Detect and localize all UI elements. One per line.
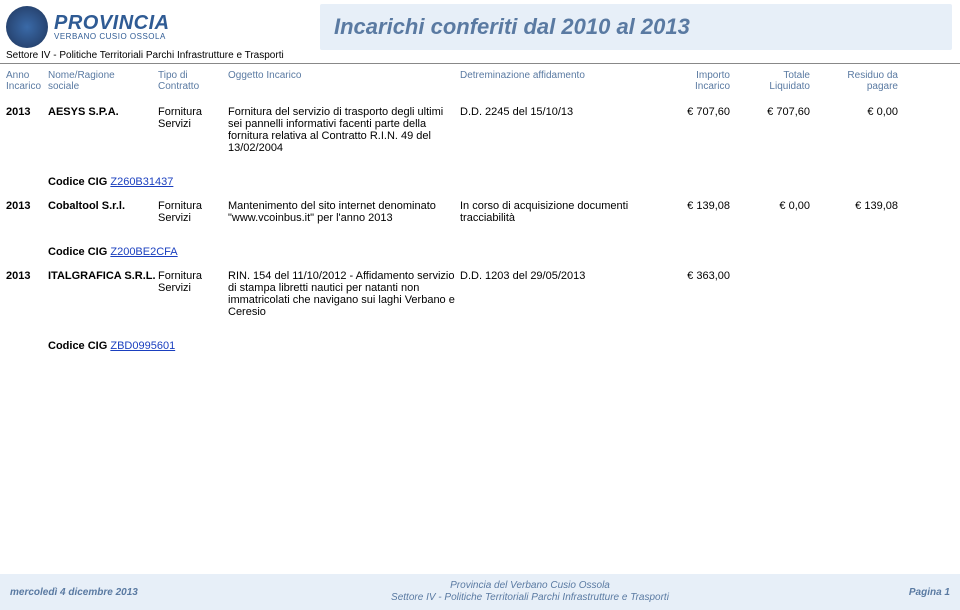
cell-oggetto: RIN. 154 del 11/10/2012 - Affidamento se…: [228, 270, 460, 318]
col-importo-l1: Importo: [658, 70, 730, 81]
logo-word: PROVINCIA: [54, 13, 170, 33]
cell-importo: € 139,08: [658, 200, 738, 212]
logo: PROVINCIA VERBANO CUSIO OSSOLA: [0, 6, 320, 48]
col-tipo-l2: Contratto: [158, 81, 228, 92]
col-detr: Detreminazione affidamento: [460, 70, 658, 92]
sector-line: Settore IV - Politiche Territoriali Parc…: [0, 48, 960, 64]
codice-cig: Codice CIG Z260B31437: [6, 158, 954, 190]
cell-nome: AESYS S.P.A.: [48, 106, 158, 118]
codice-link[interactable]: Z200BE2CFA: [110, 246, 177, 258]
footer-line2: Settore IV - Politiche Territoriali Parc…: [210, 592, 850, 604]
cell-detr: D.D. 2245 del 15/10/13: [460, 106, 658, 118]
header-bar: PROVINCIA VERBANO CUSIO OSSOLA Incarichi…: [0, 0, 960, 50]
cell-residuo: € 0,00: [818, 106, 898, 118]
table-row: 2013 ITALGRAFICA S.R.L. Fornitura Serviz…: [6, 260, 954, 322]
codice-link[interactable]: Z260B31437: [110, 176, 173, 188]
col-residuo-l2: pagare: [818, 81, 898, 92]
footer-date: mercoledì 4 dicembre 2013: [10, 587, 210, 598]
cell-importo: € 707,60: [658, 106, 738, 118]
table-row: 2013 AESYS S.P.A. Fornitura Servizi Forn…: [6, 96, 954, 158]
footer: mercoledì 4 dicembre 2013 Provincia del …: [0, 574, 960, 610]
col-oggetto: Oggetto Incarico: [228, 70, 460, 92]
col-anno-l2: Incarico: [6, 81, 48, 92]
footer-line1: Provincia del Verbano Cusio Ossola: [210, 580, 850, 592]
cell-nome: ITALGRAFICA S.R.L.: [48, 270, 158, 282]
footer-center: Provincia del Verbano Cusio Ossola Setto…: [210, 580, 850, 604]
col-residuo-l1: Residuo da: [818, 70, 898, 81]
cell-nome: Cobaltool S.r.l.: [48, 200, 158, 212]
codice-label: Codice CIG: [48, 340, 107, 352]
cell-tipo: Fornitura Servizi: [158, 270, 228, 294]
cell-oggetto: Fornitura del servizio di trasporto degl…: [228, 106, 460, 154]
col-tipo: Tipo di Contratto: [158, 70, 228, 92]
logo-text: PROVINCIA VERBANO CUSIO OSSOLA: [54, 13, 170, 41]
cell-importo: € 363,00: [658, 270, 738, 282]
col-importo: Importo Incarico: [658, 70, 738, 92]
logo-sub: VERBANO CUSIO OSSOLA: [54, 33, 170, 41]
table-row: 2013 Cobaltool S.r.l. Fornitura Servizi …: [6, 190, 954, 228]
logo-mark-icon: [6, 6, 48, 48]
codice-link[interactable]: ZBD0995601: [110, 340, 175, 352]
col-nome: Nome/Ragione sociale: [48, 70, 158, 92]
cell-tipo: Fornitura Servizi: [158, 106, 228, 130]
col-totale-l2: Liquidato: [738, 81, 810, 92]
cell-anno: 2013: [6, 270, 48, 282]
codice-label: Codice CIG: [48, 176, 107, 188]
col-totale: Totale Liquidato: [738, 70, 818, 92]
cell-anno: 2013: [6, 106, 48, 118]
col-nome-l1: Nome/Ragione: [48, 70, 158, 81]
cell-totale: € 0,00: [738, 200, 818, 212]
col-totale-l1: Totale: [738, 70, 810, 81]
column-headers: Anno Incarico Nome/Ragione sociale Tipo …: [0, 64, 960, 96]
cell-oggetto: Mantenimento del sito internet denominat…: [228, 200, 460, 224]
page-title: Incarichi conferiti dal 2010 al 2013: [320, 4, 952, 50]
codice-label: Codice CIG: [48, 246, 107, 258]
footer-page: Pagina 1: [850, 587, 950, 598]
cell-detr: In corso di acquisizione documenti tracc…: [460, 200, 658, 224]
col-anno: Anno Incarico: [6, 70, 48, 92]
cell-detr: D.D. 1203 del 29/05/2013: [460, 270, 658, 282]
codice-cig: Codice CIG Z200BE2CFA: [6, 228, 954, 260]
col-tipo-l1: Tipo di: [158, 70, 228, 81]
cell-tipo: Fornitura Servizi: [158, 200, 228, 224]
rows-container: 2013 AESYS S.P.A. Fornitura Servizi Forn…: [0, 96, 960, 354]
codice-cig: Codice CIG ZBD0995601: [6, 322, 954, 354]
col-anno-l1: Anno: [6, 70, 48, 81]
col-importo-l2: Incarico: [658, 81, 730, 92]
cell-anno: 2013: [6, 200, 48, 212]
col-residuo: Residuo da pagare: [818, 70, 898, 92]
cell-residuo: € 139,08: [818, 200, 898, 212]
cell-totale: € 707,60: [738, 106, 818, 118]
col-nome-l2: sociale: [48, 81, 158, 92]
